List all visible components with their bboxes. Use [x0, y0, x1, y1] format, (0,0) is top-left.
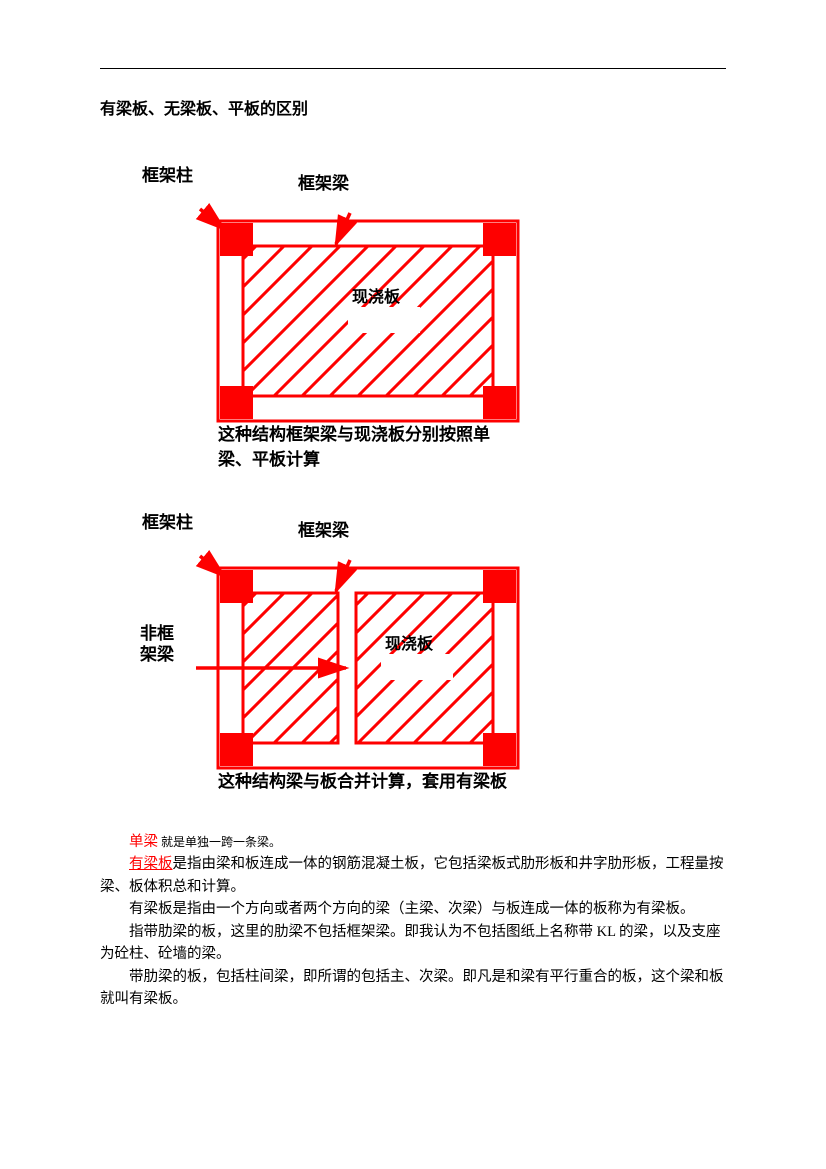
term-danliang: 单梁	[129, 834, 158, 850]
diagram-2-block: 框架柱 框架梁 非框架梁	[150, 538, 726, 795]
diagram-2-wrap: 框架柱 框架梁 非框架梁	[150, 538, 570, 760]
diagram1-slab-label: 现浇板	[352, 283, 400, 307]
term-youliangban: 有梁板	[129, 856, 173, 872]
diagram2-column-label: 框架柱	[142, 508, 193, 533]
para-4: 指带肋梁的板，这里的肋梁不包括框架梁。即我认为不包括图纸上名称带 KL 的梁，以…	[100, 921, 726, 966]
para-5: 带肋梁的板，包括柱间梁，即所谓的包括主、次梁。即凡是和梁有平行重合的板，这个梁和…	[100, 966, 726, 1011]
body-text: 单梁 就是单独一跨一条梁。 有梁板是指由梁和板连成一体的钢筋混凝土板，它包括梁板…	[100, 831, 726, 1011]
diagram-2-caption: 这种结构梁与板合并计算，套用有梁板	[218, 770, 518, 795]
term1-rest: 就是单独一跨一条梁。	[158, 835, 281, 849]
page-title: 有梁板、无梁板、平板的区别	[100, 95, 726, 119]
document-page: 有梁板、无梁板、平板的区别 框架柱 框架梁	[0, 0, 826, 1071]
diagram2-slab-label: 现浇板	[385, 630, 433, 654]
p2-text: 是指由梁和板连成一体的钢筋混凝土板，它包括梁板式肋形板和井字肋形板，工程量按梁、…	[100, 856, 724, 894]
diagram2-nonframe-label: 非框架梁	[140, 624, 176, 665]
diagram2-nonframe-text: 非框架梁	[140, 624, 174, 663]
diagram1-column-label: 框架柱	[142, 161, 193, 186]
para-2: 有梁板是指由梁和板连成一体的钢筋混凝土板，它包括梁板式肋形板和井字肋形板，工程量…	[100, 853, 726, 898]
diagram-2-svg	[178, 538, 558, 778]
para-1: 单梁 就是单独一跨一条梁。	[100, 831, 726, 853]
top-rule	[100, 68, 726, 69]
diagram-1-svg	[178, 191, 538, 431]
para-3: 有梁板是指由一个方向或者两个方向的梁（主梁、次梁）与板连成一体的板称为有梁板。	[100, 898, 726, 920]
diagram-1-wrap: 框架柱 框架梁	[150, 191, 570, 413]
diagram-1-block: 框架柱 框架梁	[150, 191, 726, 472]
